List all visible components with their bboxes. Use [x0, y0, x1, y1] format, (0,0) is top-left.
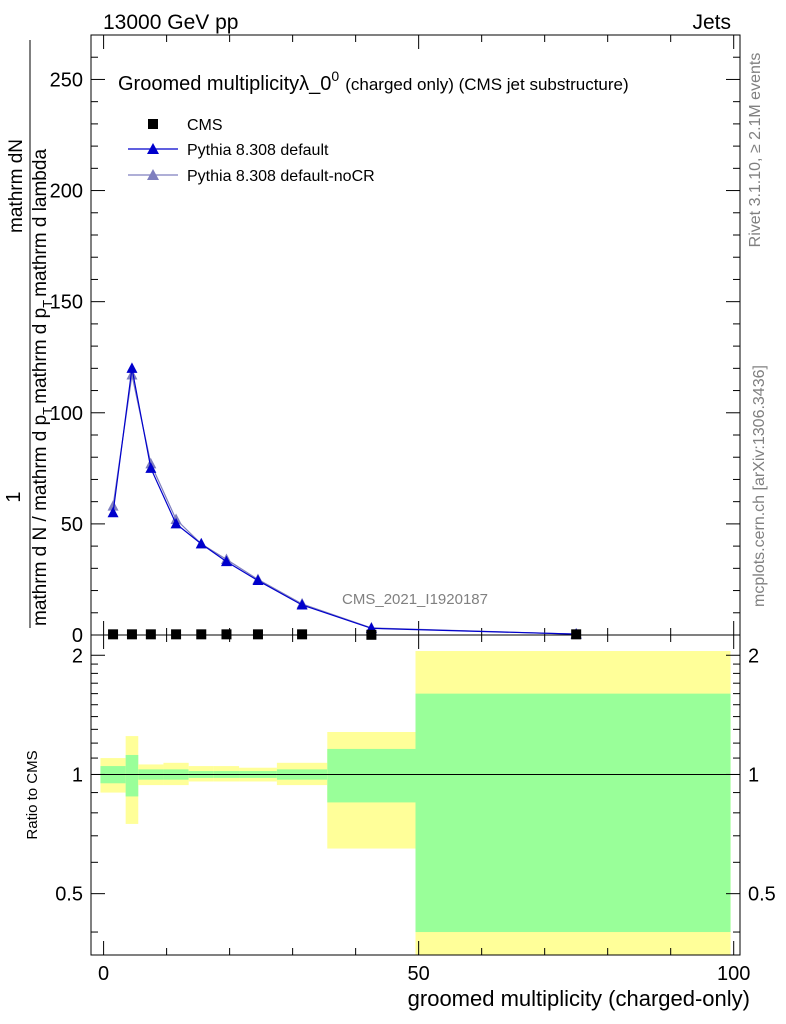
ratio-ticks: 0.5 0.5 1 1 2 2 0 50 100 — [55, 635, 776, 985]
cms-point — [171, 629, 182, 640]
ratio-inner-band — [125, 754, 139, 797]
series-point-1 — [296, 599, 308, 610]
watermark: CMS_2021_I1920187 — [342, 591, 488, 608]
legend-marker-cms — [148, 119, 158, 129]
cms-point — [221, 629, 232, 640]
category-label: Jets — [692, 11, 731, 34]
ratio-bands — [91, 651, 740, 955]
main-ytick-label: 200 — [50, 181, 83, 203]
plot-title: Groomed multiplicityλ_00 (charged only) (… — [118, 68, 629, 95]
ratio-ytick-label-right: 0.5 — [748, 884, 776, 906]
ylabel-numerator: mathrm dN — [6, 139, 27, 233]
main-panel: 0 50 100 150 200 250 CMS_2021_I1920187 Groome… — [3, 34, 741, 647]
series-point-1 — [170, 517, 182, 529]
series-point-1 — [220, 555, 232, 567]
cms-point — [196, 629, 207, 640]
ylabel-den-part2: mathrm d p — [30, 308, 51, 404]
ratio-panel: 0.5 0.5 1 1 2 2 0 50 100 Ratio to CMS groomed mu… — [24, 634, 776, 1011]
rivet-label: Rivet 3.1.10, ≥ 2.1M events — [747, 53, 764, 248]
cms-point — [252, 629, 263, 640]
xtick-label: 100 — [717, 963, 750, 985]
main-series — [107, 362, 582, 640]
series-point-2 — [126, 369, 138, 380]
cms-point — [571, 629, 582, 640]
ratio-ylabel: Ratio to CMS — [24, 750, 41, 839]
cms-point — [126, 629, 137, 640]
series-line-1 — [112, 368, 577, 635]
legend-marker-default — [147, 143, 159, 154]
legend-label-cms: CMS — [187, 117, 223, 134]
ratio-ytick-label-right: 1 — [748, 764, 759, 786]
ratio-inner-band — [327, 748, 416, 803]
main-ylabel: 1 mathrm dN mathrm d N / mathrm d pTmath… — [3, 40, 55, 628]
ylabel-den-sub1: T — [40, 407, 55, 415]
ylabel-den-part1: mathrm d N / mathrm d p — [30, 415, 51, 626]
series-point-1 — [195, 537, 207, 549]
ylabel-den-part3: mathrm d lambda — [30, 149, 51, 297]
plot-title-suffix: (charged only) (CMS jet substructure) — [345, 75, 628, 94]
main-ytick-label: 100 — [50, 403, 83, 425]
ratio-ytick-label: 2 — [72, 645, 83, 667]
ratio-ytick-label: 0.5 — [55, 884, 83, 906]
ratio-ytick-label: 1 — [72, 764, 83, 786]
legend: CMS Pythia 8.308 default Pythia 8.308 de… — [128, 117, 375, 185]
xtick-label: 0 — [98, 963, 109, 985]
ratio-inner-band — [415, 693, 731, 933]
cms-point — [108, 629, 119, 640]
ylabel-denominator: mathrm d N / mathrm d pTmathrm d pTmathr… — [30, 149, 55, 626]
series-point-2 — [107, 500, 119, 511]
series-point-1 — [107, 506, 119, 518]
legend-marker-nocr — [147, 169, 159, 180]
legend-label-nocr: Pythia 8.308 default-noCR — [187, 168, 375, 185]
main-ytick-label: 250 — [50, 69, 83, 91]
legend-label-default: Pythia 8.308 default — [187, 142, 329, 159]
series-point-1 — [145, 462, 157, 473]
ratio-frame — [90, 634, 741, 956]
xtick-label: 50 — [408, 963, 430, 985]
main-ytick-label: 150 — [50, 292, 83, 314]
ylabel-one: 1 — [3, 491, 25, 502]
main-ytick-label: 0 — [72, 625, 83, 647]
cms-point — [145, 629, 156, 640]
main-ytick-label: 50 — [61, 514, 83, 536]
mcplots-label: mcplots.cern.ch [arXiv:1306.3436] — [751, 365, 768, 607]
plot-title-main: Groomed multiplicityλ_0 — [118, 73, 331, 95]
ratio-ytick-label-right: 2 — [748, 645, 759, 667]
series-point-1 — [252, 574, 264, 586]
cms-point — [297, 629, 308, 640]
series-point-1 — [126, 362, 138, 373]
plot-title-sup: 0 — [331, 68, 339, 84]
main-ticks: 0 50 100 150 200 250 — [50, 35, 740, 647]
ylabel-den-sub2: T — [40, 300, 55, 308]
xlabel: groomed multiplicity (charged-only) — [408, 986, 750, 1011]
energy-label: 13000 GeV pp — [103, 11, 238, 34]
